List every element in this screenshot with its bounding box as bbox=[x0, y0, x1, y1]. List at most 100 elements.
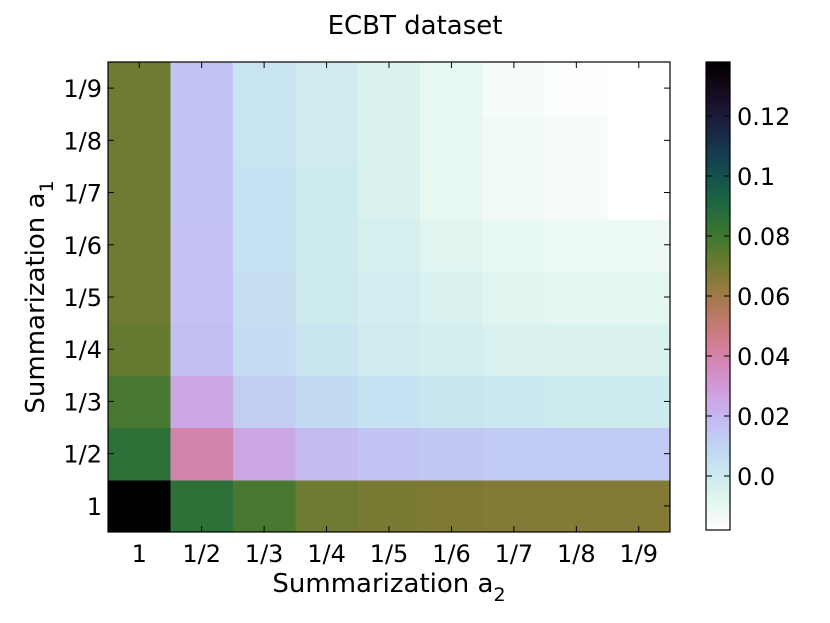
colorbar-segment bbox=[706, 527, 730, 531]
colorbar bbox=[705, 61, 731, 531]
colorbar-segment bbox=[706, 236, 730, 240]
heatmap-cell bbox=[108, 427, 172, 481]
heatmap-cell bbox=[420, 479, 484, 533]
colorbar-segment bbox=[706, 119, 730, 123]
heatmap-cell bbox=[420, 166, 484, 220]
colorbar-segment bbox=[706, 227, 730, 231]
x-axis-label-subscript: 2 bbox=[493, 584, 505, 606]
colorbar-segment bbox=[706, 305, 730, 309]
colorbar-segment bbox=[706, 425, 730, 429]
colorbar-segment bbox=[706, 230, 730, 234]
colorbar-segment bbox=[706, 470, 730, 474]
heatmap-cell bbox=[607, 218, 671, 272]
colorbar-tick-label: 0.08 bbox=[737, 223, 790, 251]
colorbar-segment bbox=[706, 140, 730, 144]
colorbar-segment bbox=[706, 341, 730, 345]
colorbar-segment bbox=[706, 113, 730, 117]
heatmap-cell bbox=[482, 427, 546, 481]
y-tick-label: 1/7 bbox=[63, 180, 102, 208]
colorbar-segment bbox=[706, 389, 730, 393]
colorbar-segment bbox=[706, 386, 730, 390]
colorbar-segment bbox=[706, 413, 730, 417]
colorbar-segment bbox=[706, 410, 730, 414]
colorbar-segment bbox=[706, 443, 730, 447]
colorbar-segment bbox=[706, 218, 730, 222]
heatmap-cell bbox=[108, 218, 172, 272]
colorbar-segment bbox=[706, 110, 730, 114]
colorbar-segment bbox=[706, 308, 730, 312]
colorbar-segment bbox=[706, 131, 730, 135]
colorbar-segment bbox=[706, 161, 730, 165]
colorbar-segment bbox=[706, 332, 730, 336]
colorbar-segment bbox=[706, 104, 730, 108]
heatmap-cell bbox=[545, 270, 609, 324]
heatmap-cell bbox=[232, 270, 296, 324]
heatmap-cell bbox=[607, 114, 671, 168]
colorbar-segment bbox=[706, 122, 730, 126]
heatmap-cell bbox=[357, 479, 421, 533]
colorbar-segment bbox=[706, 434, 730, 438]
colorbar-segment bbox=[706, 197, 730, 201]
heatmap-cell bbox=[482, 218, 546, 272]
colorbar-segment bbox=[706, 89, 730, 93]
y-tick-label: 1/2 bbox=[63, 441, 102, 469]
colorbar-segment bbox=[706, 71, 730, 75]
colorbar-segment bbox=[706, 365, 730, 369]
colorbar-segment bbox=[706, 209, 730, 213]
y-tick-label: 1/6 bbox=[63, 232, 102, 260]
colorbar-segment bbox=[706, 62, 730, 66]
colorbar-segment bbox=[706, 458, 730, 462]
colorbar-segment bbox=[706, 299, 730, 303]
colorbar-segment bbox=[706, 506, 730, 510]
heatmap-cell bbox=[295, 218, 359, 272]
heatmap-cell bbox=[482, 114, 546, 168]
colorbar-segment bbox=[706, 107, 730, 111]
colorbar-segment bbox=[706, 401, 730, 405]
colorbar-tick-label: 0.04 bbox=[737, 343, 790, 371]
heatmap-cell bbox=[482, 323, 546, 376]
colorbar-segment bbox=[706, 362, 730, 366]
colorbar-segment bbox=[706, 449, 730, 453]
colorbar-segment bbox=[706, 479, 730, 483]
colorbar-segment bbox=[706, 269, 730, 273]
colorbar-segment bbox=[706, 137, 730, 141]
colorbar-segment bbox=[706, 149, 730, 153]
x-tick-label: 1/2 bbox=[182, 540, 221, 568]
heatmap-cell bbox=[232, 323, 296, 376]
colorbar-segment bbox=[706, 164, 730, 168]
heatmap-cell bbox=[357, 427, 421, 481]
heatmap-cell bbox=[420, 270, 484, 324]
colorbar-segment bbox=[706, 167, 730, 171]
colorbar-segment bbox=[706, 500, 730, 504]
heatmap-cells bbox=[108, 62, 671, 533]
colorbar-segment bbox=[706, 428, 730, 432]
x-tick-label: 1/3 bbox=[245, 540, 284, 568]
colorbar-segment bbox=[706, 224, 730, 228]
colorbar-segment bbox=[706, 485, 730, 489]
colorbar-segment bbox=[706, 521, 730, 525]
colorbar-segment bbox=[706, 476, 730, 480]
heatmap-cell bbox=[607, 427, 671, 481]
colorbar-segment bbox=[706, 497, 730, 501]
colorbar-segment bbox=[706, 371, 730, 375]
colorbar-segment bbox=[706, 440, 730, 444]
colorbar-segment bbox=[706, 503, 730, 507]
colorbar-segment bbox=[706, 221, 730, 225]
colorbar-segment bbox=[706, 101, 730, 105]
heatmap-cell bbox=[170, 427, 234, 481]
colorbar-segment bbox=[706, 173, 730, 177]
heatmap-cell bbox=[295, 62, 359, 115]
colorbar-tick-label: 0.1 bbox=[737, 163, 775, 191]
colorbar-segment bbox=[706, 347, 730, 351]
chart-title: ECBT dataset bbox=[328, 11, 503, 41]
colorbar-segment bbox=[706, 272, 730, 276]
heatmap-cell bbox=[482, 270, 546, 324]
colorbar-segment bbox=[706, 239, 730, 243]
heatmap-cell bbox=[545, 479, 609, 533]
colorbar-segment bbox=[706, 293, 730, 297]
colorbar-segment bbox=[706, 356, 730, 360]
heatmap-cell bbox=[170, 270, 234, 324]
heatmap-cell bbox=[607, 375, 671, 429]
colorbar-segment bbox=[706, 134, 730, 138]
heatmap-cell bbox=[170, 218, 234, 272]
